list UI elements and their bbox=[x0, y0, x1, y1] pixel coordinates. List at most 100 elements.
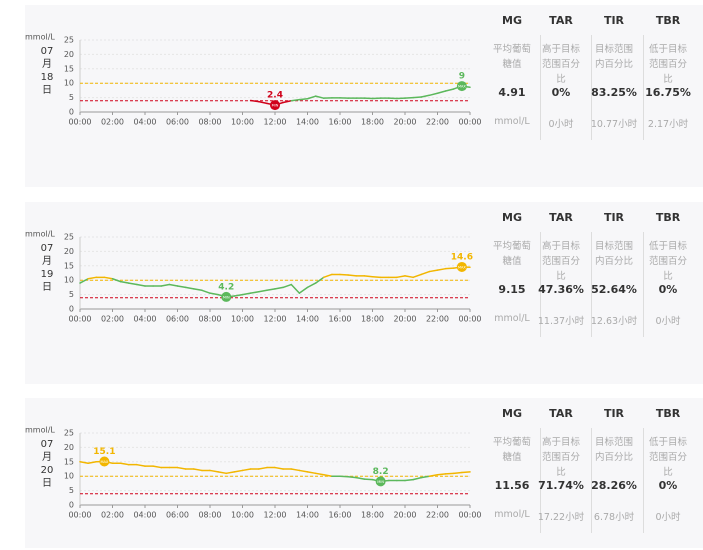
date-label: 月 bbox=[42, 255, 52, 267]
glucose-line-segment bbox=[396, 275, 406, 279]
x-tick-label: 08:00 bbox=[198, 118, 221, 127]
glucose-line-segment bbox=[258, 100, 268, 105]
x-tick-label: 04:00 bbox=[133, 315, 156, 324]
glucose-line-segment bbox=[249, 99, 260, 103]
extreme-marker bbox=[456, 261, 467, 272]
y-tick-label: 20 bbox=[64, 247, 74, 256]
x-tick-label: 04:00 bbox=[133, 118, 156, 127]
x-tick-label: 00:00 bbox=[68, 118, 91, 127]
glucose-line-segment bbox=[184, 286, 195, 290]
stat-unit: 0小时 bbox=[655, 512, 681, 523]
date-label: 07 bbox=[41, 243, 54, 254]
glucose-line-segment bbox=[412, 96, 422, 99]
y-tick-label: 15 bbox=[64, 457, 74, 466]
x-tick-label: 04:00 bbox=[133, 511, 156, 520]
glucose-line-segment bbox=[306, 95, 317, 100]
glucose-line-segment bbox=[404, 96, 414, 99]
glucose-line-segment bbox=[282, 100, 292, 104]
stat-description: 低于目标范围百分比 bbox=[648, 241, 687, 282]
glucose-line-segment bbox=[306, 471, 317, 475]
glucose-line-segment bbox=[249, 290, 260, 294]
glucose-line-segment bbox=[314, 95, 325, 99]
y-tick-label: 0 bbox=[69, 305, 74, 314]
y-axis-label: mmol/L bbox=[25, 230, 55, 239]
glucose-line-segment bbox=[363, 478, 374, 481]
glucose-line-segment bbox=[258, 466, 268, 470]
x-tick-label: 12:00 bbox=[263, 118, 286, 127]
column-separator bbox=[643, 232, 644, 337]
glucose-line-segment bbox=[444, 472, 455, 475]
stat-unit: 12.63小时 bbox=[590, 316, 638, 327]
stat-description: 平均葡萄糖值 bbox=[492, 44, 531, 70]
stat-value: 47.36% bbox=[538, 283, 584, 296]
date-label: 月 bbox=[42, 58, 52, 70]
x-tick-label: 00:00 bbox=[458, 315, 481, 324]
column-separator bbox=[540, 232, 541, 337]
stat-header: TAR bbox=[549, 211, 573, 224]
stat-value: 16.75% bbox=[645, 86, 691, 99]
glucose-line-segment bbox=[79, 278, 89, 284]
glucose-line-segment bbox=[290, 98, 301, 102]
glucose-line-segment bbox=[298, 286, 309, 294]
glucose-line-segment bbox=[160, 283, 171, 287]
glucose-line-segment bbox=[314, 276, 325, 284]
extreme-marker bbox=[270, 100, 280, 111]
glucose-line-segment bbox=[420, 475, 431, 479]
x-tick-label: 00:00 bbox=[68, 315, 91, 324]
stat-unit: 11.37小时 bbox=[537, 316, 585, 327]
glucose-line-segment bbox=[404, 275, 414, 279]
stat-header: TIR bbox=[603, 211, 625, 224]
glucose-line-segment bbox=[436, 267, 447, 271]
stat-value: 0% bbox=[658, 283, 678, 296]
stat-description: 目标范围内百分比 bbox=[594, 241, 633, 267]
stat-unit: 2.17小时 bbox=[647, 119, 689, 130]
marker-value: 4.2 bbox=[218, 282, 234, 292]
stat-description: 目标范围内百分比 bbox=[594, 44, 633, 70]
y-tick-label: 10 bbox=[64, 79, 74, 88]
stat-value: 28.26% bbox=[591, 479, 637, 492]
stat-unit: mmol/L bbox=[494, 313, 530, 324]
glucose-line-segment bbox=[241, 292, 252, 296]
marker-kind: MAX bbox=[458, 85, 466, 89]
x-tick-label: 10:00 bbox=[231, 315, 254, 324]
glucose-line-segment bbox=[298, 98, 309, 101]
x-tick-label: 10:00 bbox=[231, 118, 254, 127]
x-tick-label: 12:00 bbox=[263, 315, 286, 324]
stat-description: 低于目标范围百分比 bbox=[648, 44, 687, 85]
glucose-line-segment bbox=[111, 278, 122, 283]
x-tick-label: 14:00 bbox=[296, 511, 319, 520]
stat-description: 目标范围内百分比 bbox=[594, 437, 633, 463]
stat-value: 0% bbox=[551, 86, 571, 99]
stat-description: 平均葡萄糖值 bbox=[492, 437, 531, 463]
glucose-line-segment bbox=[128, 282, 138, 286]
glucose-chart: mmol/L 07月 20 日 0 5 10 15 20 25 00:00 02:00 04:00 06:… bbox=[25, 426, 482, 520]
glucose-line-segment bbox=[233, 293, 244, 297]
extreme-marker bbox=[221, 291, 232, 302]
stat-header: TIR bbox=[603, 407, 625, 420]
y-tick-label: 0 bbox=[69, 108, 74, 117]
day-panel: mmol/L 07 月 19 日 0 5 10 15 20 25 00:00 02:00 04:00 06:… bbox=[25, 202, 703, 384]
x-tick-label: 22:00 bbox=[426, 511, 449, 520]
extreme-marker bbox=[375, 476, 386, 487]
glucose-line-segment bbox=[274, 466, 284, 470]
y-tick-label: 20 bbox=[64, 443, 74, 452]
extreme-marker bbox=[99, 456, 110, 467]
glucose-line-segment bbox=[282, 283, 292, 289]
glucose-line-segment bbox=[428, 269, 439, 273]
x-tick-label: 02:00 bbox=[101, 315, 124, 324]
marker-kind: MIN bbox=[377, 480, 384, 484]
glucose-line-segment bbox=[290, 468, 301, 472]
stat-header: MG bbox=[502, 211, 522, 224]
marker-value: 9 bbox=[459, 72, 465, 82]
stat-header: MG bbox=[502, 407, 522, 420]
y-tick-label: 10 bbox=[64, 276, 74, 285]
y-axis-label: mmol/L bbox=[25, 33, 55, 42]
glucose-line-segment bbox=[193, 288, 203, 292]
glucose-line-segment bbox=[274, 286, 284, 290]
x-tick-label: 14:00 bbox=[296, 315, 319, 324]
stat-header: TBR bbox=[655, 407, 681, 420]
glucose-line-segment bbox=[436, 90, 447, 95]
glucose-line-segment bbox=[306, 282, 317, 289]
glucose-line-segment bbox=[290, 283, 301, 294]
date-label: 日 bbox=[42, 282, 52, 293]
